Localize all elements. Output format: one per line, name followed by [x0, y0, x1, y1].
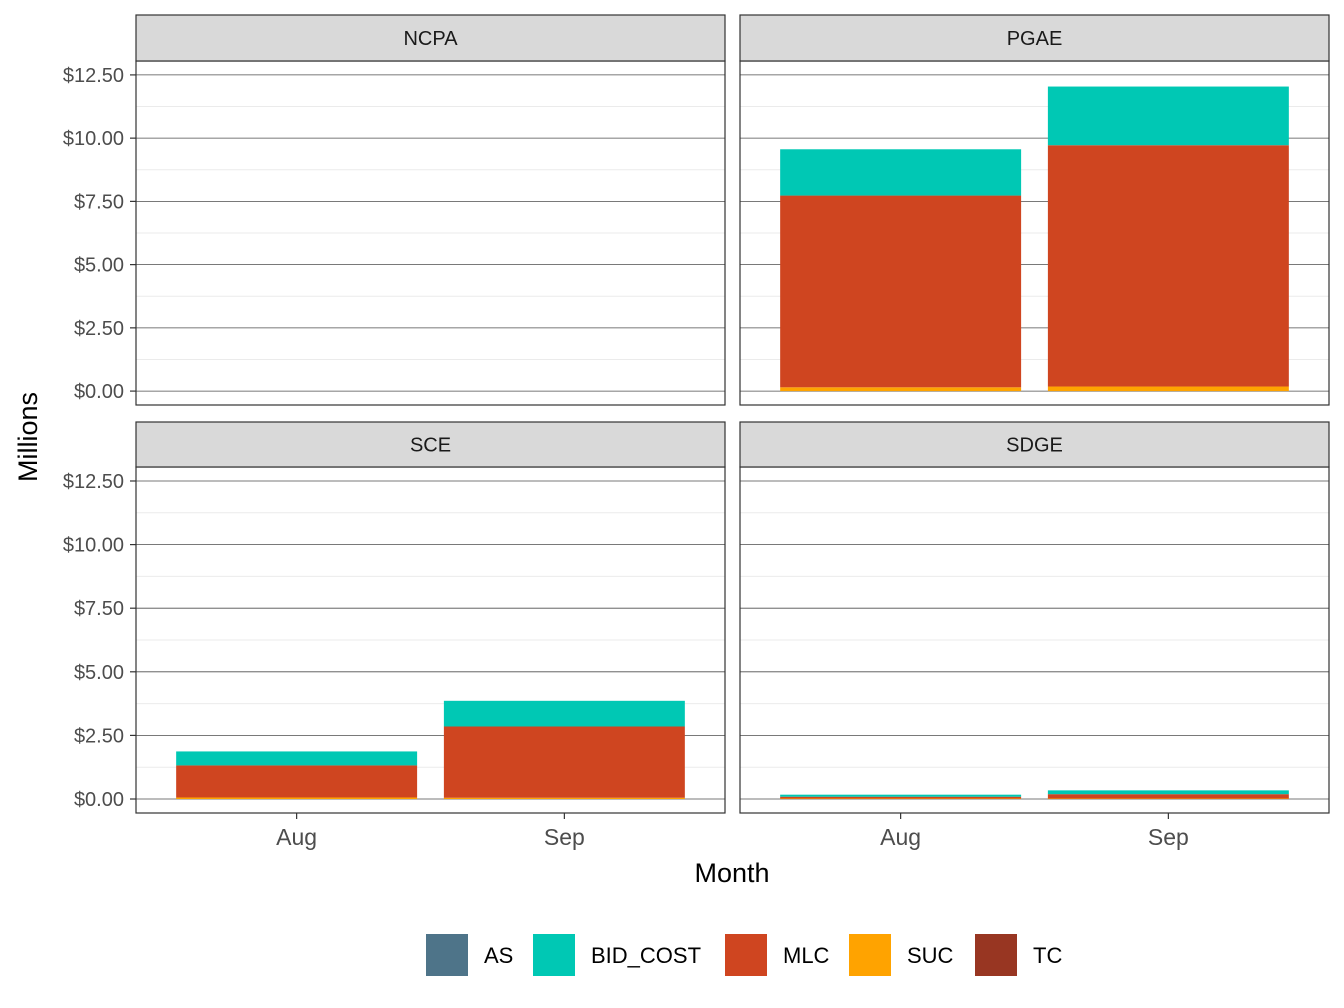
x-tick-label: Aug: [880, 824, 921, 850]
bar-sdge-aug-bid_cost: [780, 794, 1022, 797]
bar-sdge-aug-suc: [780, 798, 1022, 800]
legend-key-mlc: [725, 934, 767, 976]
y-tick-label: $5.00: [74, 662, 124, 684]
x-tick-label: Aug: [276, 824, 317, 850]
y-tick-label: $7.50: [74, 191, 124, 213]
x-tick-label: Sep: [1148, 824, 1189, 850]
bar-sce-sep-mlc: [443, 726, 685, 798]
legend-label-bid-cost: BID_COST: [591, 943, 701, 968]
bar-sdge-aug-mlc: [780, 796, 1022, 799]
legend-label-as: AS: [484, 943, 513, 968]
strip-label-pgae: PGAE: [1007, 28, 1063, 50]
strip-label-sdge: SDGE: [1006, 435, 1063, 457]
bar-sce-aug-bid_cost: [176, 751, 418, 766]
legend-key-tc: [975, 934, 1017, 976]
bar-sce-sep-bid_cost: [443, 700, 685, 727]
x-axis-title: Month: [694, 858, 769, 888]
legend-key-suc: [849, 934, 891, 976]
y-tick-label: $2.50: [74, 318, 124, 340]
strip-sce: [135, 421, 726, 468]
legend-key-bid-cost: [533, 934, 575, 976]
y-axis-title: Millions: [13, 392, 43, 482]
bar-sdge-sep-bid_cost: [1047, 790, 1289, 795]
strip-label-sce: SCE: [410, 435, 451, 457]
bar-pgae-aug-bid_cost: [780, 149, 1022, 196]
bar-sce-sep-suc: [443, 797, 685, 800]
bar-sdge-sep-suc: [1047, 798, 1289, 800]
bar-sce-aug-suc: [176, 797, 418, 800]
bar-pgae-aug-mlc: [780, 195, 1022, 388]
y-tick-label: $0.00: [74, 381, 124, 403]
legend-label-tc: TC: [1033, 943, 1062, 968]
bar-pgae-sep-mlc: [1047, 145, 1289, 387]
y-tick-label: $12.50: [63, 65, 124, 87]
y-tick-label: $10.00: [63, 535, 124, 557]
strip-sdge: [739, 421, 1330, 468]
bar-pgae-sep-bid_cost: [1047, 86, 1289, 146]
x-tick-label: Sep: [544, 824, 585, 850]
bar-sdge-sep-mlc: [1047, 794, 1289, 799]
y-tick-label: $7.50: [74, 598, 124, 620]
bar-pgae-aug-suc: [780, 387, 1022, 392]
legend-label-suc: SUC: [907, 943, 954, 968]
y-tick-label: $12.50: [63, 471, 124, 493]
bar-sce-aug-mlc: [176, 765, 418, 798]
bar-pgae-sep-suc: [1047, 386, 1289, 392]
strip-ncpa: [135, 14, 726, 62]
y-tick-label: $5.00: [74, 255, 124, 277]
legend-key-as: [426, 934, 468, 976]
strip-label-ncpa: NCPA: [403, 28, 458, 50]
legend-label-mlc: MLC: [783, 943, 830, 968]
y-tick-label: $10.00: [63, 128, 124, 150]
y-tick-label: $0.00: [74, 789, 124, 811]
y-tick-label: $2.50: [74, 725, 124, 747]
strip-pgae: [739, 14, 1330, 62]
